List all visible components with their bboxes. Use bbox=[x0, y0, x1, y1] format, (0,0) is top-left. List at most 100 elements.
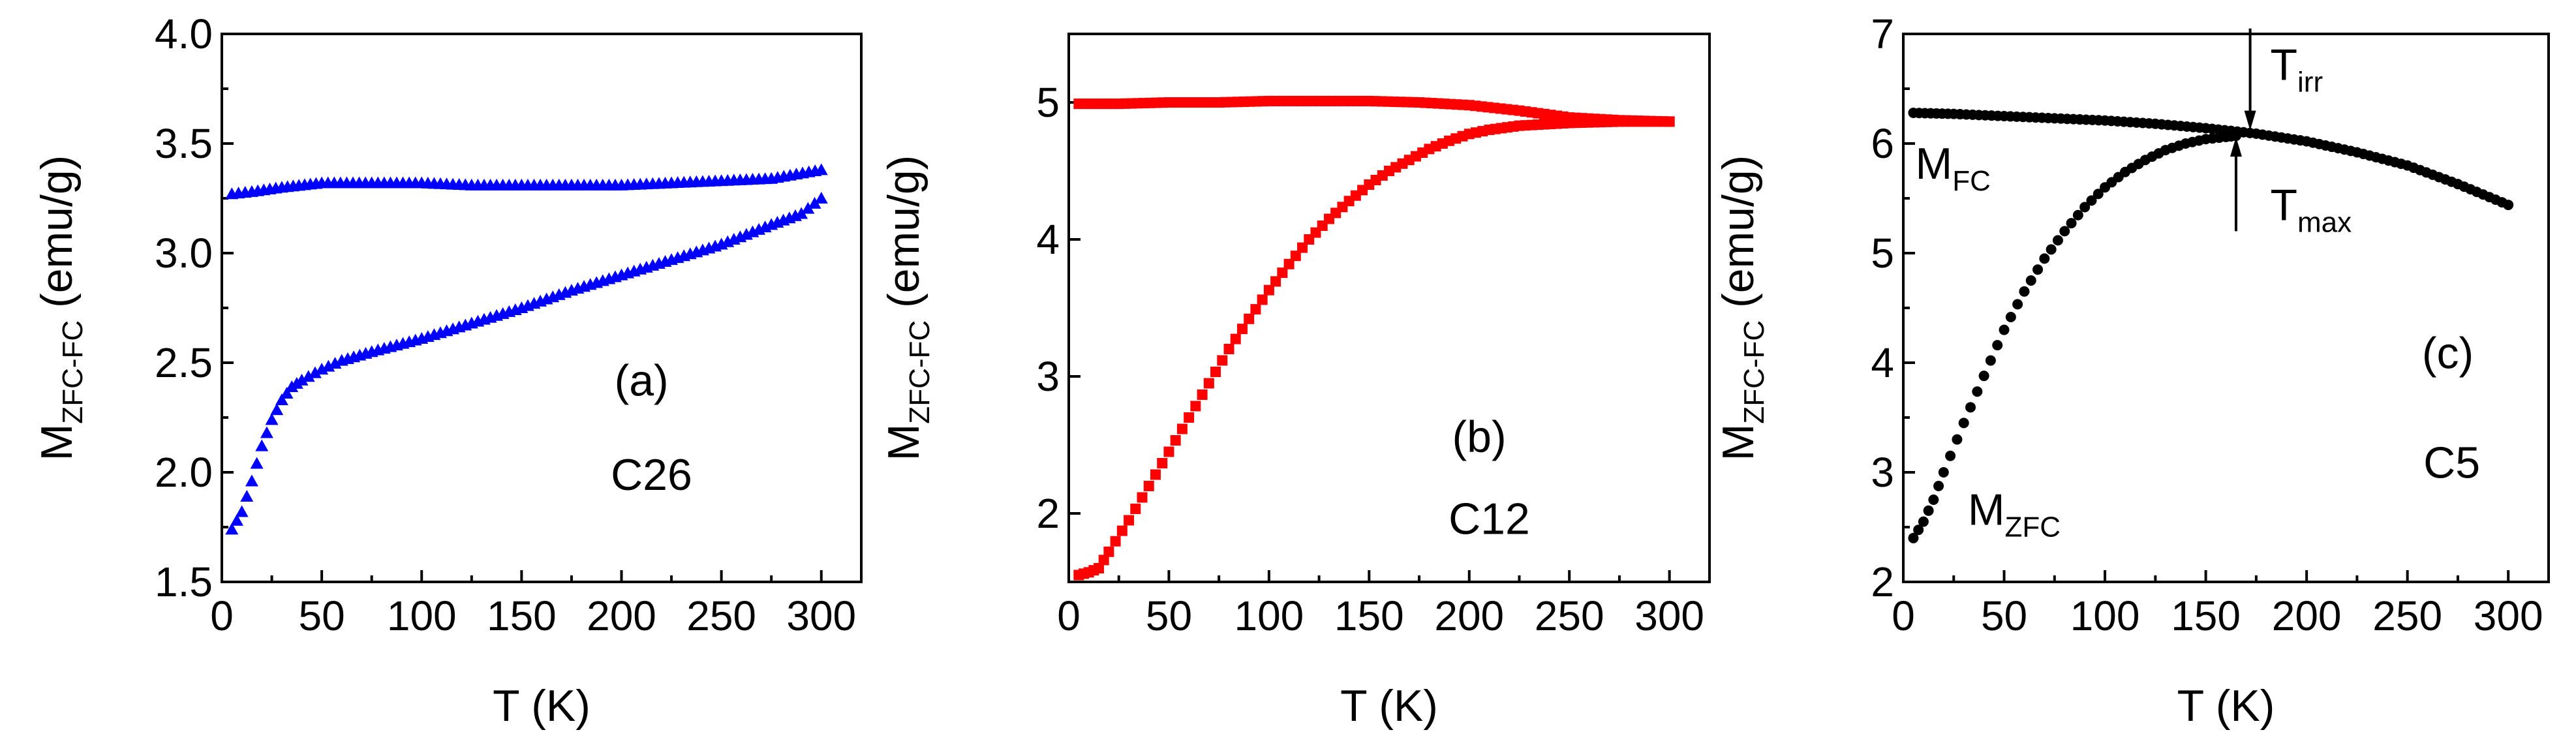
data-point bbox=[1210, 367, 1221, 377]
y-axis-label: MZFC-FC (emu/g) bbox=[32, 155, 89, 461]
x-tick-label: 100 bbox=[2070, 592, 2140, 639]
data-point bbox=[1150, 469, 1161, 480]
y-tick-label: 3 bbox=[1871, 449, 1894, 496]
data-point bbox=[1972, 386, 1983, 397]
series-fc bbox=[1908, 107, 2514, 211]
x-tick-label: 150 bbox=[487, 592, 557, 639]
data-point bbox=[1244, 313, 1255, 324]
t-max-label-sub: max bbox=[2297, 207, 2352, 239]
data-point bbox=[1203, 378, 1214, 389]
x-tick-label: 200 bbox=[1434, 592, 1504, 639]
data-point bbox=[230, 513, 243, 526]
data-point bbox=[1176, 423, 1188, 434]
data-point bbox=[225, 523, 239, 535]
x-tick-label: 250 bbox=[2372, 592, 2442, 639]
data-point bbox=[235, 505, 249, 517]
t-irr-label: Tirr bbox=[2270, 40, 2323, 99]
series-zfc bbox=[1908, 130, 2241, 543]
y-axis-label-main: M bbox=[32, 424, 82, 461]
data-point bbox=[808, 196, 821, 209]
data-point bbox=[1290, 251, 1301, 262]
data-point bbox=[2066, 218, 2077, 229]
data-point bbox=[1217, 355, 1228, 366]
series-fc bbox=[225, 163, 828, 200]
data-point bbox=[2019, 286, 2030, 297]
data-point bbox=[1945, 450, 1956, 461]
m-fc-label-sub: FC bbox=[1952, 165, 1991, 197]
data-point bbox=[295, 373, 309, 386]
x-tick-label: 100 bbox=[1234, 592, 1304, 639]
y-tick-label: 2.5 bbox=[155, 339, 213, 386]
y-tick-label: 7 bbox=[1871, 10, 1894, 57]
data-point bbox=[275, 393, 288, 406]
data-point bbox=[1965, 402, 1976, 413]
m-zfc-label-sub: ZFC bbox=[2005, 511, 2061, 543]
data-point bbox=[814, 192, 828, 204]
data-point bbox=[255, 439, 269, 451]
data-point bbox=[1999, 324, 2010, 335]
data-point bbox=[1933, 481, 1944, 491]
data-point bbox=[2093, 189, 2104, 200]
data-point bbox=[1250, 304, 1261, 315]
data-point bbox=[1124, 515, 1135, 526]
data-point bbox=[1116, 525, 1127, 536]
data-point bbox=[1952, 434, 1963, 445]
y-axis-label-main: M bbox=[879, 424, 928, 461]
data-point bbox=[265, 413, 279, 425]
panel-label: (a) bbox=[615, 356, 669, 405]
y-axis-label: MZFC-FC (emu/g) bbox=[1713, 155, 1770, 461]
x-tick-label: 300 bbox=[1634, 592, 1704, 639]
plot-frame bbox=[221, 33, 863, 583]
y-axis-label-unit: (emu/g) bbox=[1713, 155, 1763, 320]
data-point bbox=[280, 387, 294, 399]
y-axis-label-unit: (emu/g) bbox=[32, 155, 82, 320]
data-point bbox=[1918, 516, 1929, 527]
data-point bbox=[301, 370, 315, 382]
data-point bbox=[1157, 458, 1168, 468]
plot-frame bbox=[1067, 33, 1711, 583]
x-axis-label: T (K) bbox=[2177, 681, 2275, 731]
data-point bbox=[814, 163, 828, 175]
m-fc-label-main: M bbox=[1916, 139, 1953, 189]
y-tick-label: 2.0 bbox=[155, 449, 213, 496]
data-point bbox=[1297, 242, 1308, 253]
y-tick-label: 2 bbox=[1036, 490, 1060, 537]
y-tick-label: 3 bbox=[1036, 353, 1060, 400]
data-point bbox=[1110, 536, 1121, 547]
y-axis-label-sub: ZFC-FC bbox=[1738, 320, 1770, 424]
y-tick-label: 3.0 bbox=[155, 230, 213, 277]
data-point bbox=[240, 489, 254, 502]
data-point bbox=[1257, 294, 1268, 305]
x-tick-label: 150 bbox=[1334, 592, 1404, 639]
m-zfc-label: MZFC bbox=[1968, 485, 2061, 543]
data-point bbox=[1913, 525, 1924, 536]
x-tick-label: 300 bbox=[2474, 592, 2543, 639]
data-point bbox=[1923, 505, 1934, 516]
series-zfc bbox=[225, 192, 828, 535]
data-point bbox=[1263, 284, 1274, 296]
y-axis-label: MZFC-FC (emu/g) bbox=[879, 155, 936, 461]
data-point bbox=[1664, 116, 1675, 127]
y-tick-label: 2 bbox=[1871, 558, 1894, 605]
data-point bbox=[260, 426, 273, 438]
data-point bbox=[1223, 344, 1234, 354]
data-point bbox=[801, 202, 815, 214]
t-max-arrow-head bbox=[2230, 136, 2242, 157]
data-point bbox=[1137, 492, 1148, 503]
data-point bbox=[1928, 494, 1939, 505]
data-point bbox=[1103, 546, 1114, 557]
x-tick-label: 300 bbox=[786, 592, 856, 639]
y-axis-label-main: M bbox=[1713, 424, 1763, 461]
chart-panel-2: 0 50 100 150 200 250 300 2 3 4 5 T (K) MZFC-FC (emu/… bbox=[879, 33, 1711, 731]
data-point bbox=[1190, 401, 1201, 412]
panel-label: (b) bbox=[1452, 412, 1507, 462]
x-tick-label: 0 bbox=[1057, 592, 1081, 639]
x-tick-label: 50 bbox=[299, 592, 345, 639]
y-tick-label: 1.5 bbox=[155, 558, 213, 605]
t-irr-arrow-head bbox=[2244, 110, 2256, 130]
y-axis-label-sub: ZFC-FC bbox=[904, 320, 936, 424]
data-point bbox=[2046, 244, 2057, 255]
panel-label: (c) bbox=[2422, 328, 2474, 378]
